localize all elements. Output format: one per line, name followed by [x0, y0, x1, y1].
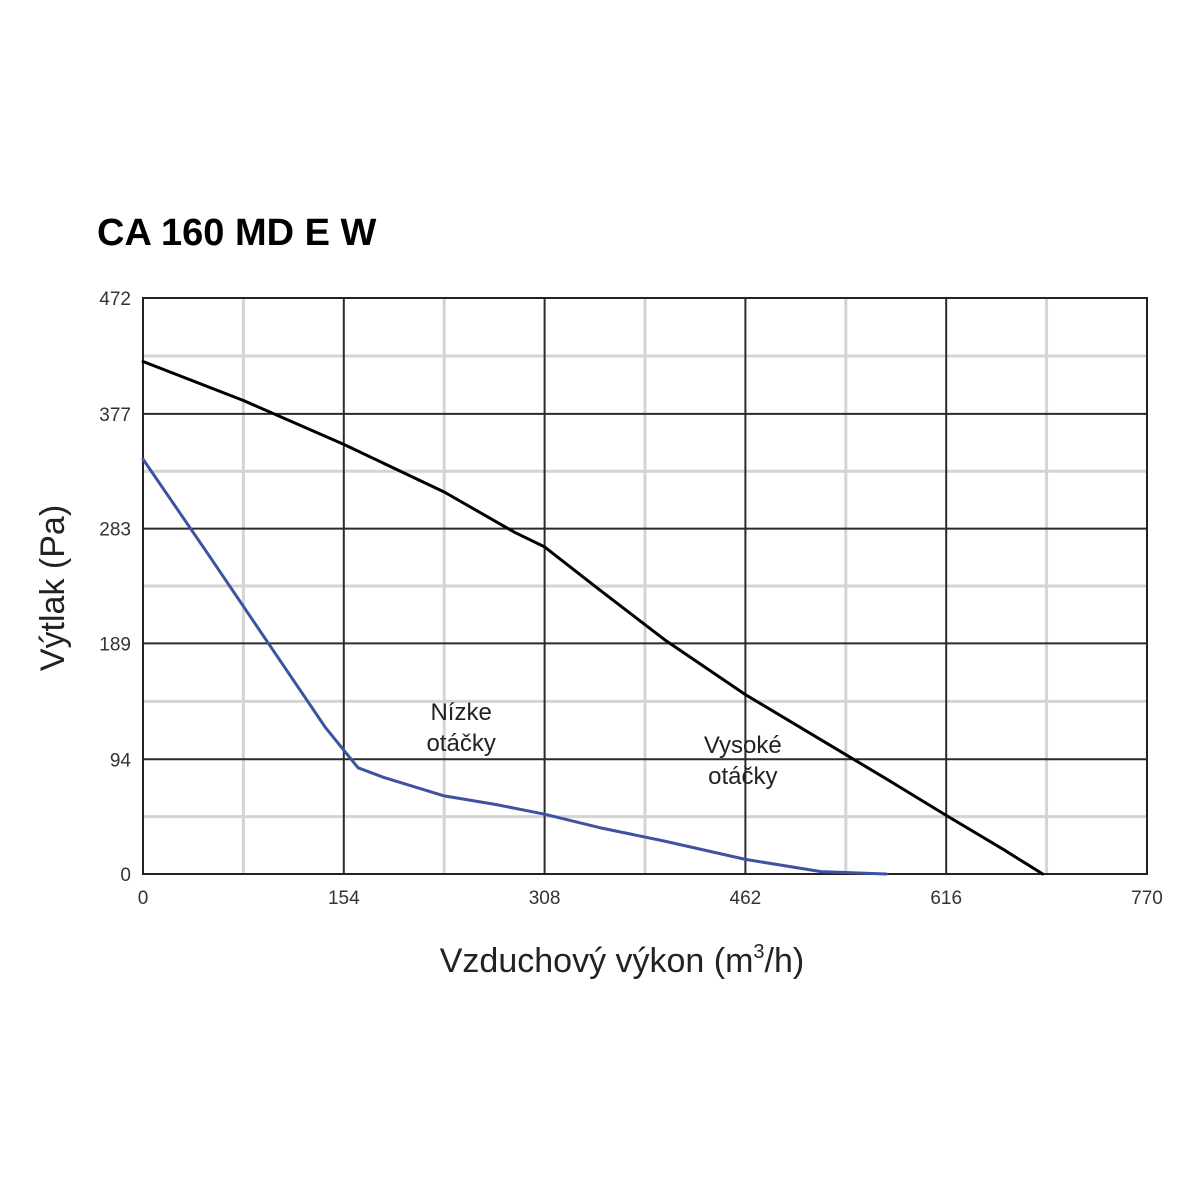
curve-annotation-1: Nízke otáčky [426, 699, 495, 757]
curve-annotations: Nízke otáčky Vysoké otáčky [426, 699, 781, 790]
y-tick-label: 377 [99, 405, 131, 426]
x-axis-label: Vzduchový výkon (m3/h) [440, 941, 804, 980]
chart-title: CA 160 MD E W [97, 212, 377, 254]
minor-gridlines [143, 298, 1147, 874]
x-tick-label: 0 [138, 888, 149, 909]
y-tick-labels: 0 94 189 283 377 472 [99, 289, 131, 886]
y-tick-label: 0 [120, 865, 131, 886]
annotation-line: Vysoké [704, 732, 782, 759]
x-tick-labels: 0 154 308 462 616 770 [138, 888, 1163, 909]
x-axis-label-suffix: /h) [765, 942, 805, 980]
plot-frame [142, 297, 1148, 875]
x-tick-label: 616 [930, 888, 962, 909]
x-axis-label-main: Vzduchový výkon (m [440, 942, 754, 980]
curve-annotation-2: Vysoké otáčky [704, 732, 782, 790]
x-tick-label: 308 [529, 888, 561, 909]
y-tick-label: 94 [110, 750, 132, 771]
y-tick-label: 472 [99, 289, 131, 310]
y-tick-label: 283 [99, 520, 131, 541]
annotation-line: otáčky [708, 763, 777, 790]
x-tick-label: 462 [730, 888, 762, 909]
y-tick-label: 189 [99, 634, 131, 655]
series-line-1 [141, 360, 1045, 876]
x-tick-label: 154 [328, 888, 360, 909]
y-axis-label: Výtlak (Pa) [34, 505, 72, 671]
series-line-2 [141, 457, 888, 876]
series-layer [141, 360, 1045, 876]
x-axis-label-superscript: 3 [753, 941, 764, 963]
annotation-line: Nízke [430, 699, 491, 726]
annotation-line: otáčky [426, 730, 495, 757]
x-tick-label: 770 [1131, 888, 1163, 909]
